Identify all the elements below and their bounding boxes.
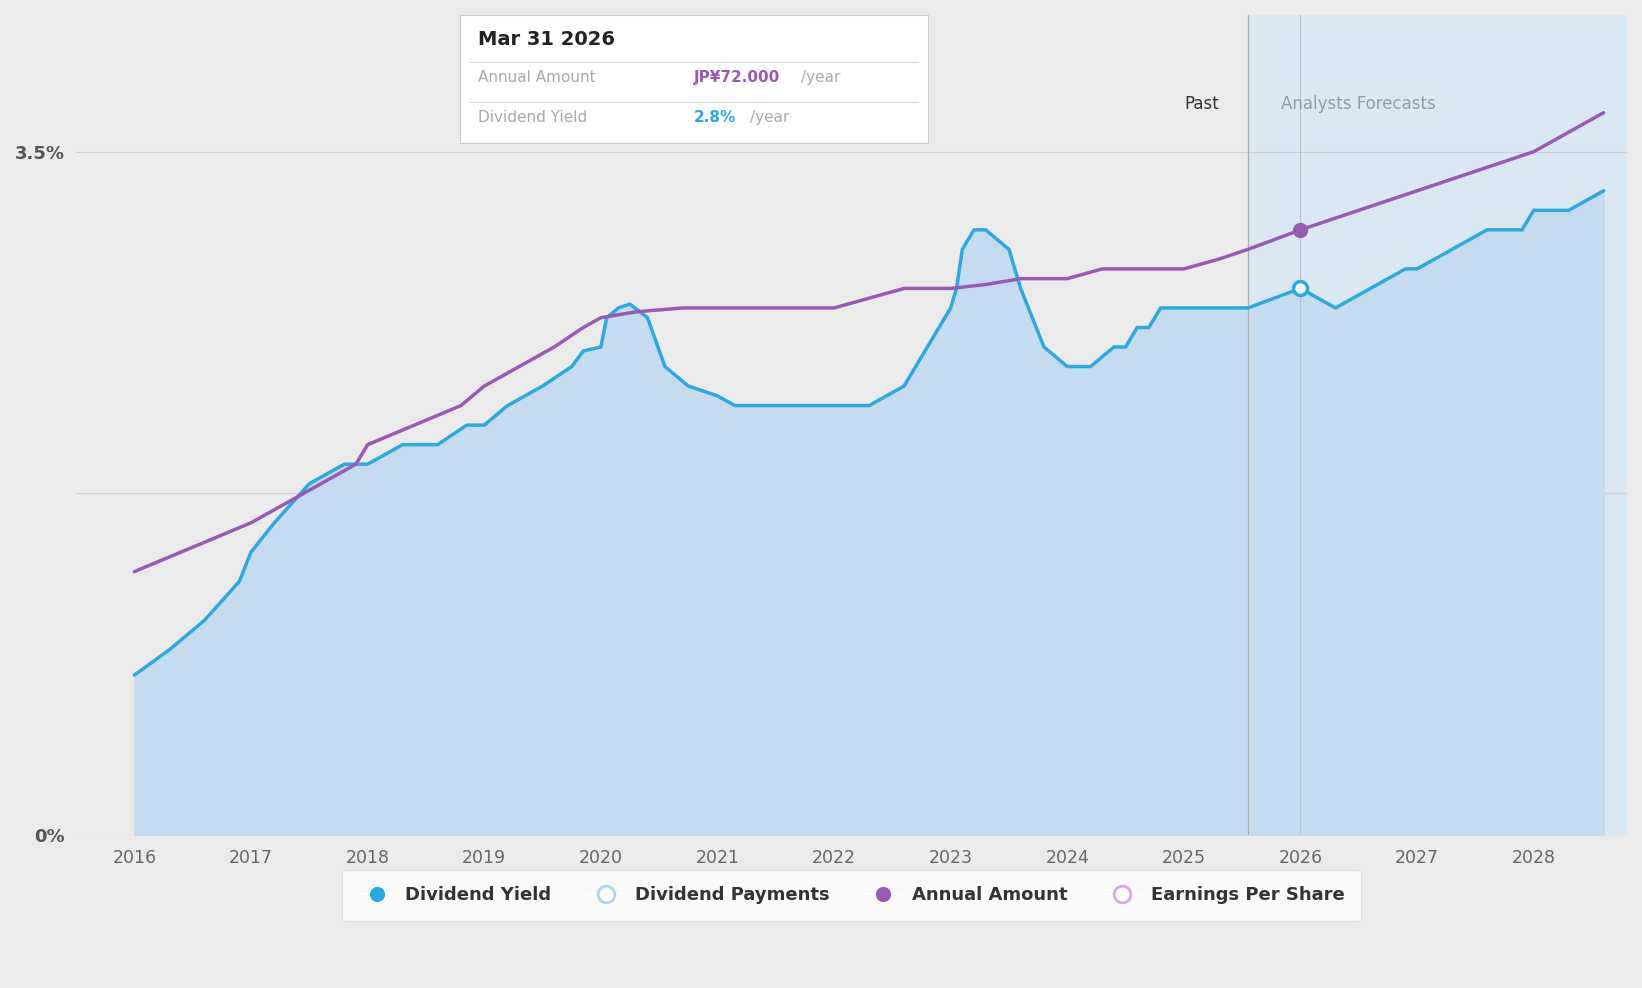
Legend: Dividend Yield, Dividend Payments, Annual Amount, Earnings Per Share: Dividend Yield, Dividend Payments, Annua… — [342, 870, 1361, 921]
Text: Mar 31 2026: Mar 31 2026 — [478, 31, 616, 49]
Text: Analysts Forecasts: Analysts Forecasts — [1281, 95, 1435, 113]
Text: Past: Past — [1184, 95, 1218, 113]
Text: /year: /year — [750, 110, 790, 124]
Text: /year: /year — [801, 70, 841, 85]
Text: JP¥72.000: JP¥72.000 — [695, 70, 780, 85]
Text: Annual Amount: Annual Amount — [478, 70, 596, 85]
Bar — [1248, 15, 1627, 835]
Text: Dividend Yield: Dividend Yield — [478, 110, 588, 124]
Text: 2.8%: 2.8% — [695, 110, 736, 124]
